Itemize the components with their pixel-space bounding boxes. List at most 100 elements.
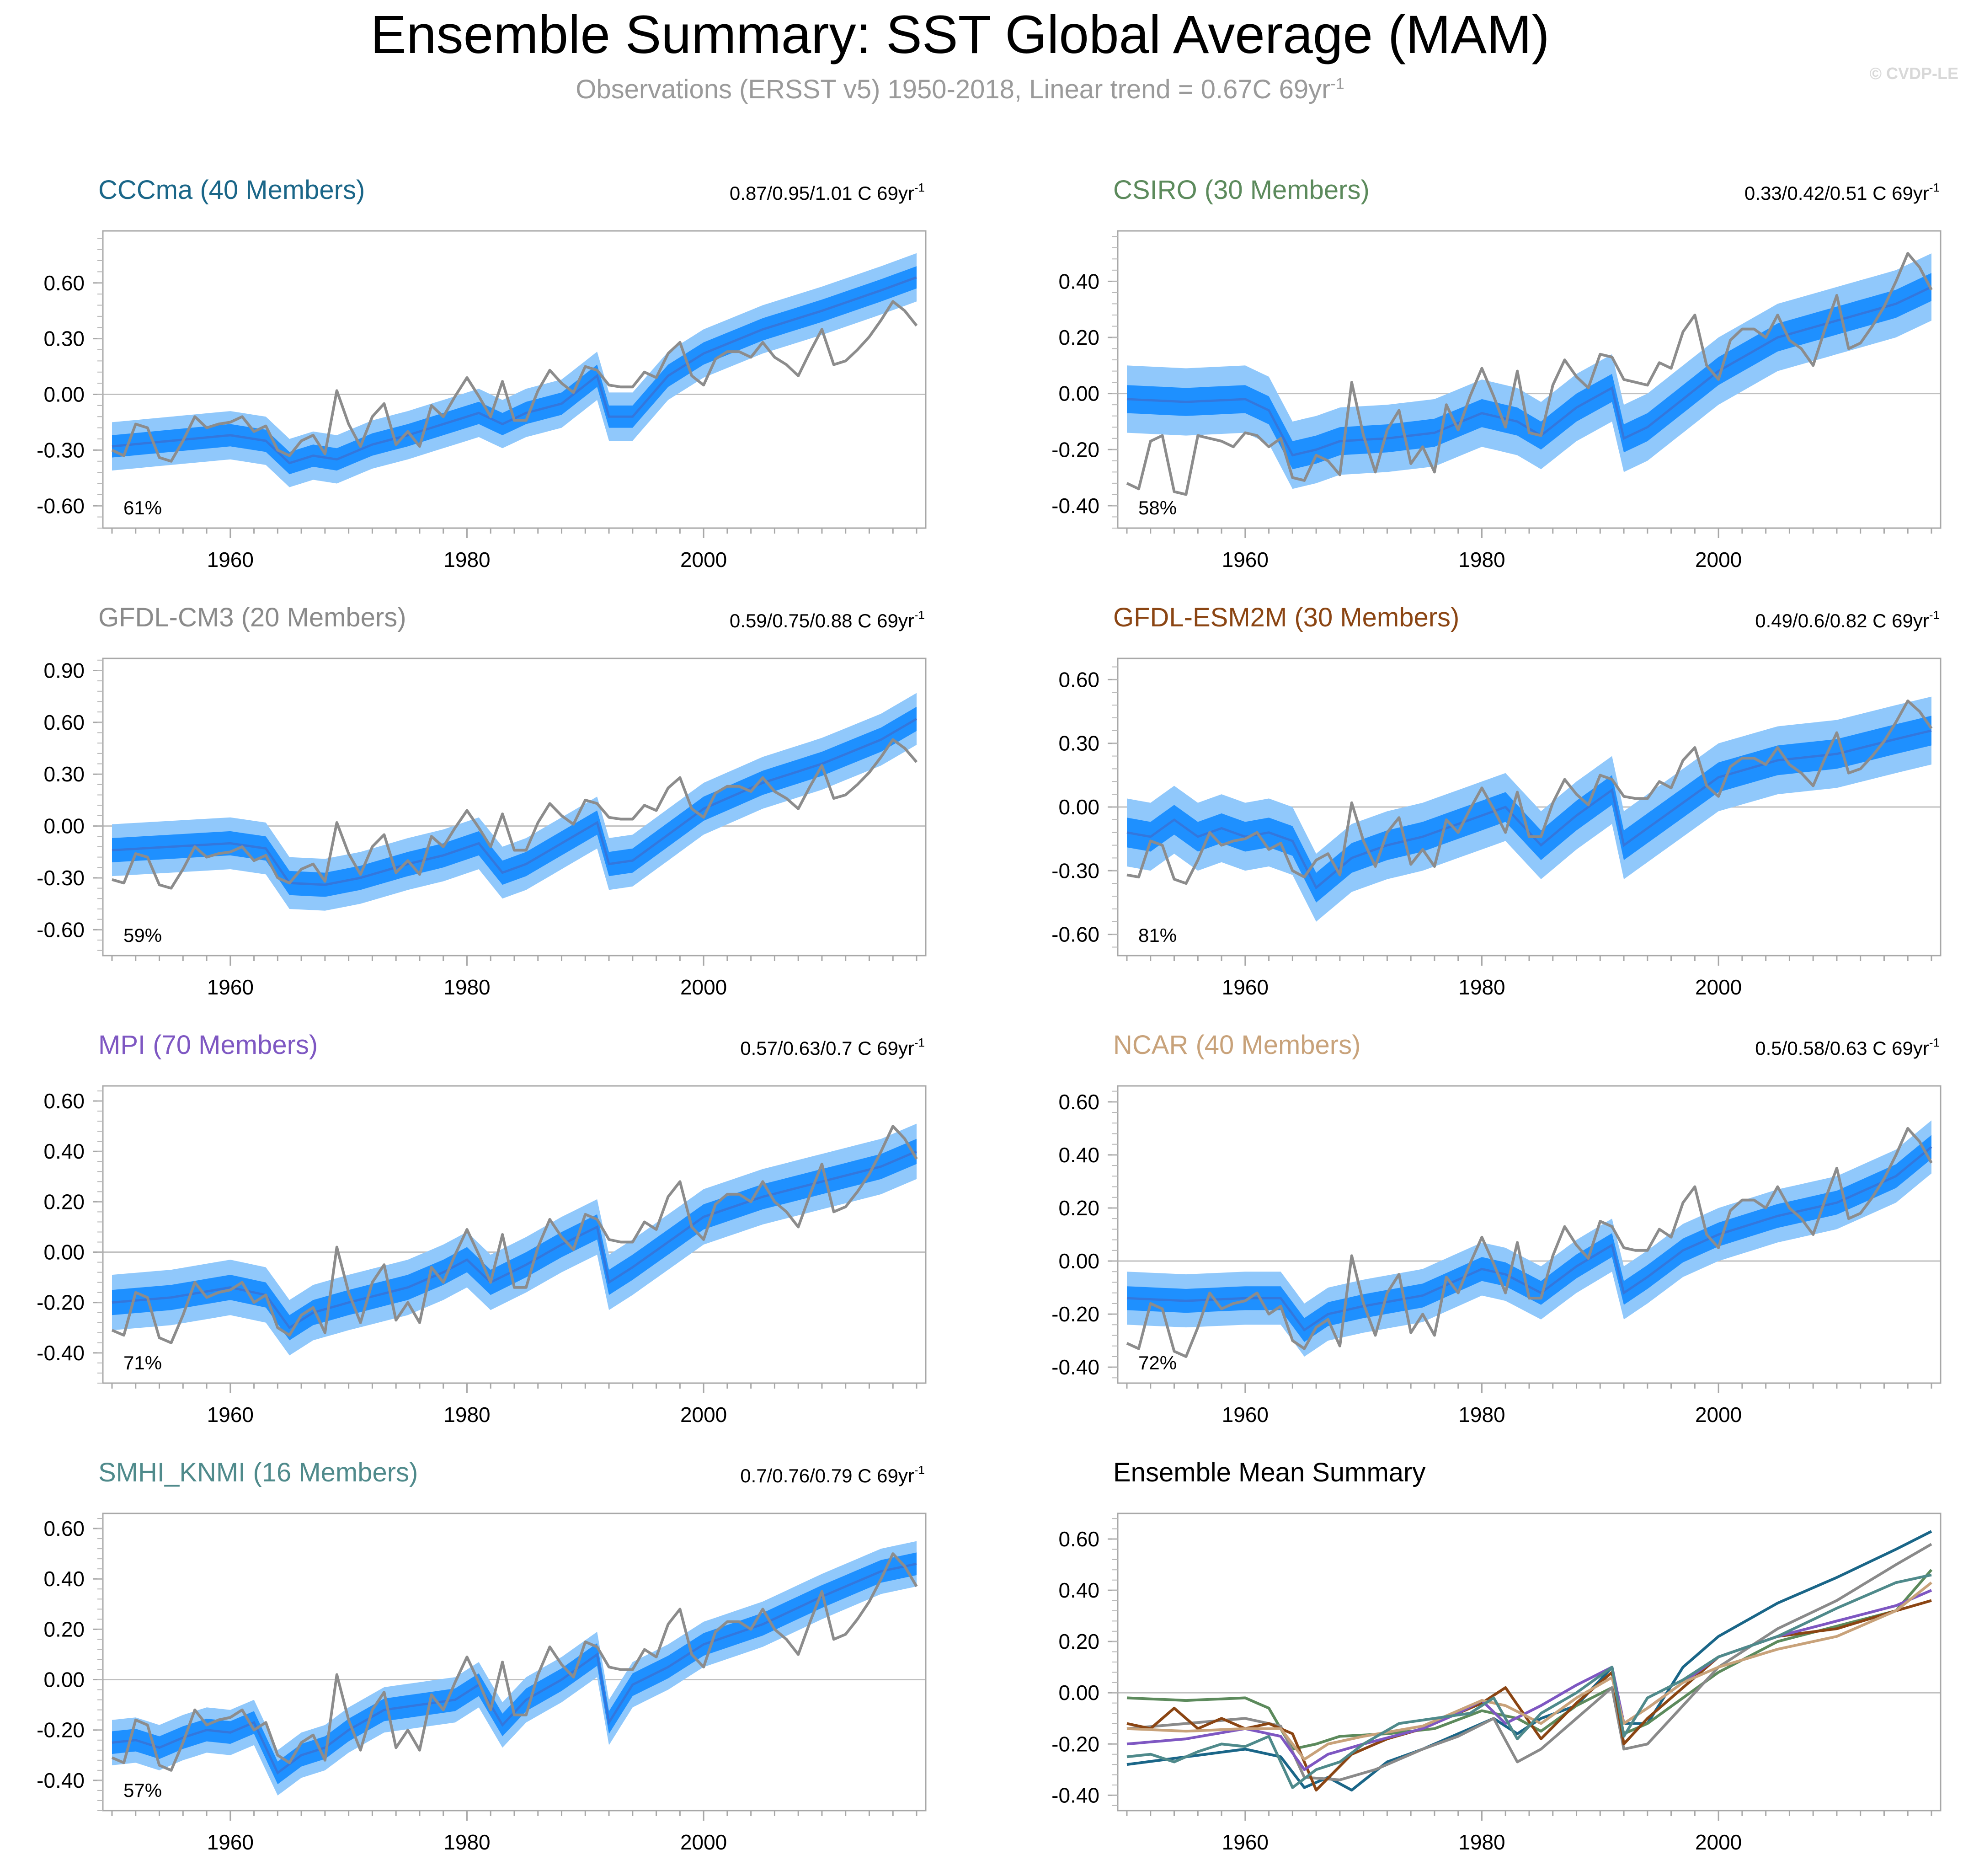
y-tick-label: -0.30 (37, 866, 85, 890)
x-tick-label: 2000 (680, 1403, 727, 1427)
observations-line (1126, 252, 1933, 496)
panel-title: CSIRO (30 Members) (1113, 175, 1370, 205)
y-tick-label: 0.60 (1058, 1527, 1099, 1551)
y-tick-label: -0.60 (37, 494, 85, 518)
panel-2: CSIRO (30 Members) 0.33/0.42/0.51 C 69yr-… (1051, 175, 1942, 572)
y-tick-label: -0.60 (37, 918, 85, 941)
y-tick-label: 0.60 (43, 711, 85, 734)
trend-label: 0.87/0.95/1.01 C 69yr-1 (730, 181, 925, 204)
trend-text: 0.49/0.6/0.82 C 69yr (1755, 610, 1929, 631)
percent-label: 59% (123, 925, 162, 946)
ensemble-mean-series-1 (1126, 1530, 1932, 1792)
trend-text: 0.5/0.58/0.63 C 69yr (1755, 1037, 1929, 1059)
ensemble-mean-series-7 (1126, 1573, 1932, 1789)
outer-spread-band (112, 1541, 917, 1796)
percent-label: 58% (1138, 497, 1177, 518)
x-tick-label: 1960 (207, 1830, 254, 1854)
percent-label: 61% (123, 497, 162, 518)
y-tick-label: 0.20 (1058, 1630, 1099, 1653)
percent-label: 81% (1138, 925, 1177, 946)
y-tick-label: 0.00 (43, 814, 85, 838)
panel-title: NCAR (40 Members) (1113, 1030, 1360, 1060)
panel-title: Ensemble Mean Summary (1113, 1458, 1425, 1487)
y-tick-label: 0.00 (1058, 1249, 1099, 1273)
trend-superscript: -1 (914, 1463, 925, 1477)
panel-title: CCCma (40 Members) (98, 175, 365, 205)
y-tick-label: 0.40 (1058, 269, 1099, 293)
copyright-label: © CVDP-LE (1869, 64, 1958, 83)
outer-spread-band (1127, 253, 1931, 489)
x-tick-label: 1960 (1222, 1830, 1269, 1854)
percent-label: 72% (1138, 1352, 1177, 1374)
y-tick-label: 0.60 (43, 1517, 85, 1540)
x-tick-label: 2000 (1695, 975, 1742, 999)
x-tick-label: 1960 (207, 548, 254, 572)
x-tick-label: 2000 (680, 1830, 727, 1854)
percent-label: 71% (123, 1352, 162, 1374)
x-tick-label: 1980 (1458, 1830, 1505, 1854)
y-tick-label: 0.60 (1058, 1090, 1099, 1114)
y-tick-label: 0.30 (43, 762, 85, 786)
trend-text: 0.7/0.76/0.79 C 69yr (740, 1465, 914, 1486)
y-tick-label: 0.40 (43, 1567, 85, 1591)
main-title: Ensemble Summary: SST Global Average (MA… (370, 5, 1550, 65)
y-tick-label: -0.30 (37, 438, 85, 462)
y-tick-label: -0.30 (1051, 859, 1099, 882)
inner-spread-band (1127, 716, 1931, 903)
y-tick-label: 0.60 (43, 271, 85, 295)
x-tick-label: 1980 (1458, 548, 1505, 572)
trend-superscript: -1 (1929, 1036, 1940, 1049)
outer-spread-band (1127, 1120, 1931, 1357)
panel-4: GFDL-ESM2M (30 Members) 0.49/0.6/0.82 C 6… (1051, 603, 1942, 999)
ensemble-mean-series-3 (1126, 1543, 1932, 1781)
panel-title: MPI (70 Members) (98, 1030, 318, 1060)
trend-superscript: -1 (914, 1036, 925, 1049)
panel-8: Ensemble Mean Summary 0.60 0.40 0.20 0.00 -0.… (1051, 1458, 1942, 1854)
y-tick-label: -0.20 (37, 1291, 85, 1315)
x-tick-label: 1960 (1222, 548, 1269, 572)
x-tick-label: 1980 (443, 975, 490, 999)
panel-1: CCCma (40 Members) 0.87/0.95/1.01 C 69yr-… (37, 175, 927, 572)
y-tick-label: 0.00 (1058, 382, 1099, 406)
trend-label: 0.5/0.58/0.63 C 69yr-1 (1755, 1036, 1940, 1059)
ensemble-mean-series-4 (1126, 1599, 1932, 1792)
y-tick-label: 0.00 (43, 1240, 85, 1264)
panel-6: NCAR (40 Members) 0.5/0.58/0.63 C 69yr-1 7… (1051, 1030, 1942, 1427)
x-tick-label: 2000 (1695, 1830, 1742, 1854)
plot-frame (102, 230, 927, 529)
x-tick-label: 1980 (443, 548, 490, 572)
figure-header: Ensemble Summary: SST Global Average (MA… (0, 0, 1979, 114)
y-tick-label: 0.60 (1058, 668, 1099, 691)
x-tick-label: 1960 (207, 975, 254, 999)
y-tick-label: 0.60 (43, 1089, 85, 1113)
y-tick-label: -0.40 (1051, 1355, 1099, 1379)
outer-spread-band (112, 253, 917, 487)
y-tick-label: 0.30 (1058, 732, 1099, 755)
y-tick-label: -0.20 (1051, 438, 1099, 461)
panel-7: SMHI_KNMI (16 Members) 0.7/0.76/0.79 C 69… (37, 1458, 927, 1854)
x-tick-label: 1960 (1222, 1403, 1269, 1427)
percent-label: 57% (123, 1780, 162, 1801)
ensemble-mean-series-5 (1126, 1589, 1932, 1771)
x-tick-label: 1980 (443, 1403, 490, 1427)
outer-spread-band (112, 1123, 917, 1356)
y-tick-label: -0.40 (37, 1341, 85, 1365)
x-tick-label: 2000 (680, 548, 727, 572)
y-tick-label: 0.20 (43, 1617, 85, 1641)
y-tick-label: 0.20 (1058, 1196, 1099, 1220)
y-tick-label: 0.00 (43, 1668, 85, 1692)
y-tick-label: -0.40 (37, 1769, 85, 1792)
y-tick-label: 0.40 (1058, 1578, 1099, 1602)
observations-line (111, 1125, 918, 1344)
trend-superscript: -1 (1929, 608, 1940, 622)
trend-superscript: -1 (914, 608, 925, 622)
inner-spread-band (112, 706, 917, 897)
y-tick-label: 0.00 (1058, 795, 1099, 819)
panel-title: GFDL-ESM2M (30 Members) (1113, 603, 1459, 632)
panel-5: MPI (70 Members) 0.57/0.63/0.7 C 69yr-1 71… (37, 1030, 927, 1427)
panel-3: GFDL-CM3 (20 Members) 0.59/0.75/0.88 C 69… (37, 603, 927, 999)
y-tick-label: 0.20 (1058, 326, 1099, 349)
observations-line (111, 1552, 918, 1772)
observations-line (1126, 699, 1933, 885)
outer-spread-band (1127, 696, 1931, 922)
